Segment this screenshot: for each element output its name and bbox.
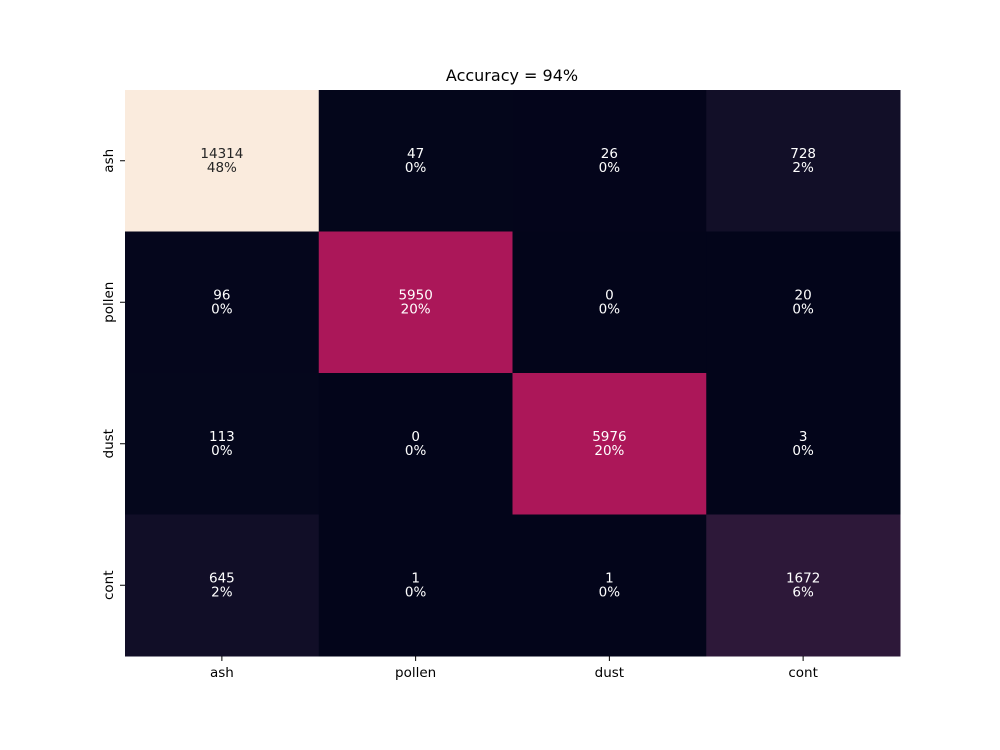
heatmap-cell	[318, 373, 513, 515]
cell-count-label: 1672	[786, 570, 820, 586]
heatmap-cell	[125, 231, 320, 374]
cell-percent-label: 0%	[599, 160, 621, 176]
cell-count-label: 96	[213, 287, 230, 303]
x-tick-label: ash	[210, 665, 234, 681]
cell-count-label: 0	[411, 429, 420, 445]
heatmap-cells	[125, 90, 901, 657]
cell-count-label: 47	[407, 146, 424, 162]
cell-percent-label: 20%	[594, 443, 624, 459]
x-tick-label: pollen	[395, 665, 436, 681]
cell-percent-label: 20%	[401, 301, 431, 317]
heatmap-cell	[318, 231, 513, 374]
cell-percent-label: 0%	[792, 443, 814, 459]
y-tick-label: dust	[101, 429, 117, 458]
cell-percent-label: 0%	[211, 301, 233, 317]
heatmap-cell	[125, 514, 320, 657]
heatmap-cell	[125, 373, 320, 515]
y-tick-label: pollen	[101, 282, 117, 323]
cell-count-label: 20	[795, 287, 812, 303]
cell-count-label: 113	[209, 429, 235, 445]
cell-count-label: 645	[209, 570, 235, 586]
cell-percent-label: 6%	[792, 584, 814, 600]
cell-count-label: 1	[605, 570, 614, 586]
y-axis: ash pollen dust cont	[101, 149, 125, 600]
cell-percent-label: 48%	[207, 160, 237, 176]
heatmap-cell	[512, 231, 707, 374]
cell-percent-label: 0%	[405, 443, 427, 459]
cell-count-label: 0	[605, 287, 614, 303]
cell-count-label: 1	[411, 570, 420, 586]
cell-percent-label: 0%	[405, 584, 427, 600]
x-tick-label: cont	[788, 665, 818, 681]
heatmap-cell	[512, 373, 707, 515]
cell-percent-label: 2%	[211, 584, 233, 600]
heatmap-cell	[706, 231, 901, 374]
x-tick-label: dust	[595, 665, 624, 681]
cell-count-label: 14314	[200, 146, 243, 162]
heatmap-cell	[706, 373, 901, 515]
heatmap-cell	[706, 90, 901, 232]
heatmap-cell	[512, 514, 707, 657]
cell-count-label: 5976	[592, 429, 626, 445]
heatmap-cell	[318, 514, 513, 657]
heatmap-cell	[125, 90, 320, 232]
x-axis: ash pollen dust cont	[210, 656, 818, 681]
cell-count-label: 728	[790, 146, 816, 162]
cell-count-label: 26	[601, 146, 618, 162]
cell-labels: 1431448%470%260%7282%960%595020%00%200%1…	[200, 146, 820, 601]
cell-percent-label: 0%	[211, 443, 233, 459]
cell-percent-label: 0%	[405, 160, 427, 176]
y-tick-label: ash	[101, 149, 117, 173]
heatmap-cell	[512, 90, 707, 232]
cell-count-label: 5950	[398, 287, 432, 303]
cell-percent-label: 0%	[599, 301, 621, 317]
cell-percent-label: 0%	[792, 301, 814, 317]
cell-count-label: 3	[799, 429, 808, 445]
cell-percent-label: 0%	[599, 584, 621, 600]
y-tick-label: cont	[101, 570, 117, 600]
cell-percent-label: 2%	[792, 160, 814, 176]
chart-title: Accuracy = 94%	[446, 66, 578, 85]
heatmap-cell	[706, 514, 901, 657]
heatmap-cell	[318, 90, 513, 232]
